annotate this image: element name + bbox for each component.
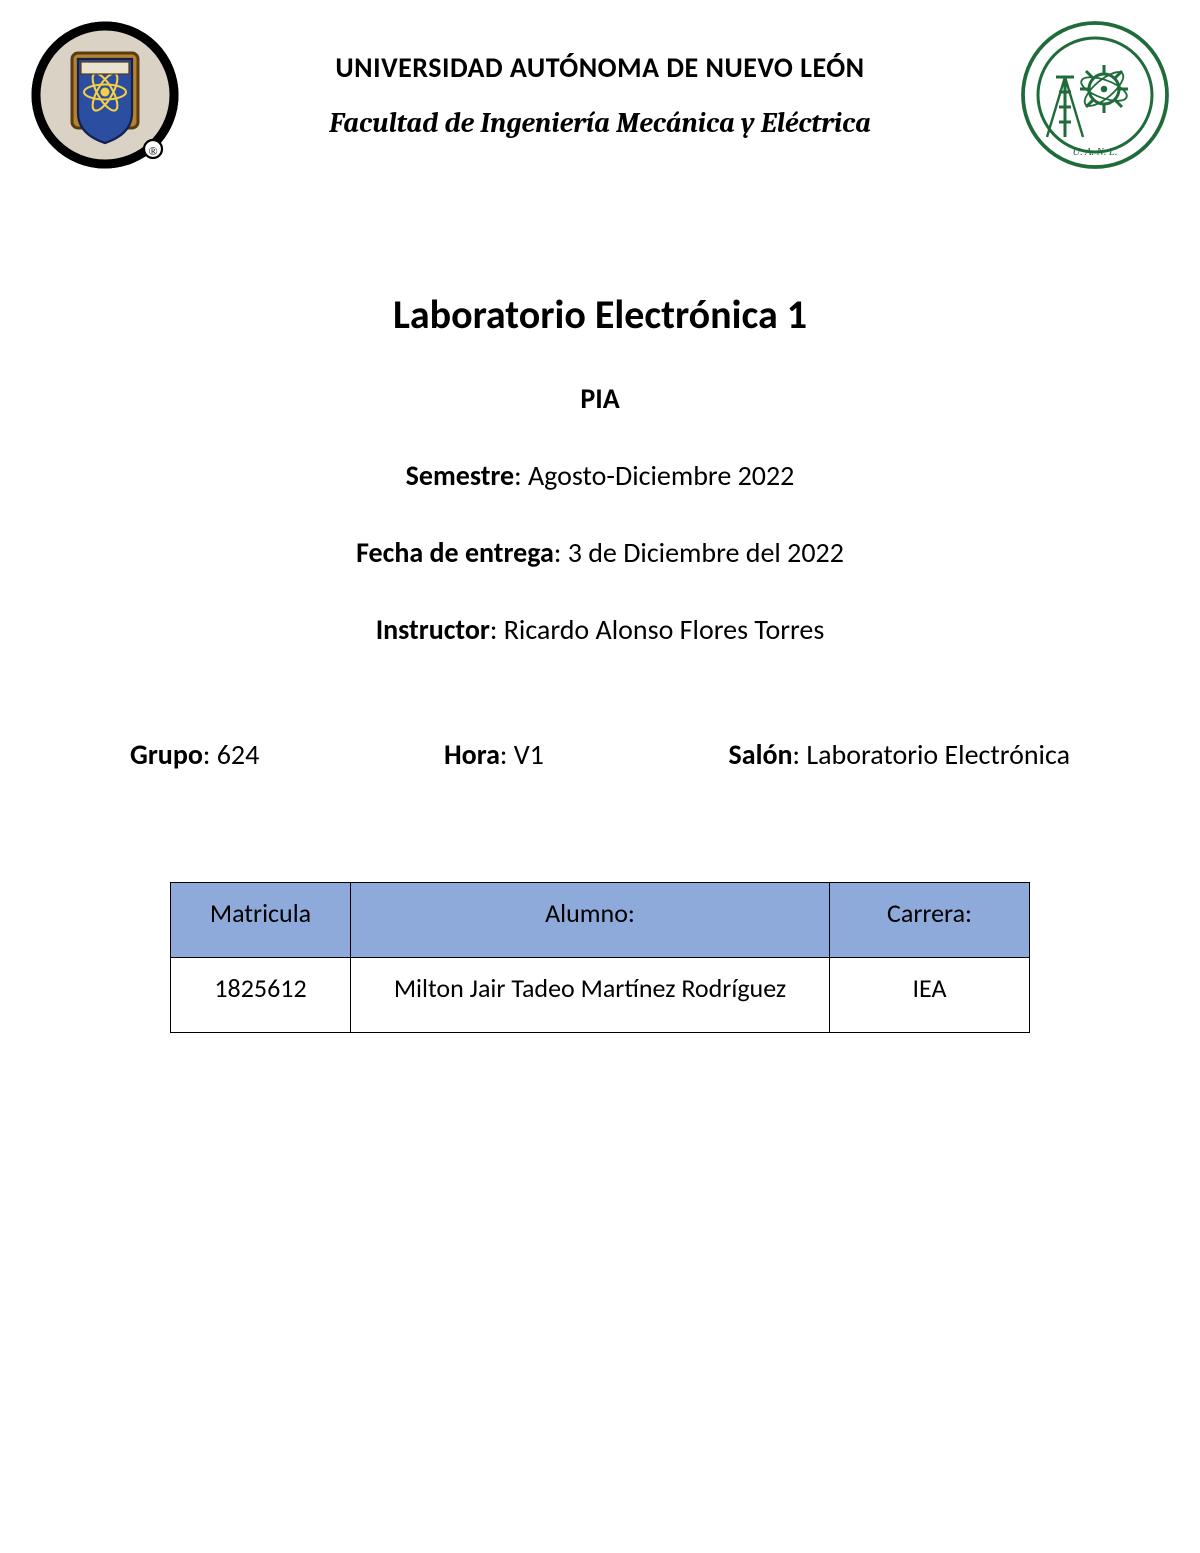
table-row: 1825612 Milton Jair Tadeo Martínez Rodrí… bbox=[171, 958, 1030, 1033]
uanl-crest-icon: ® bbox=[30, 20, 180, 170]
header-text-block: UNIVERSIDAD AUTÓNOMA DE NUEVO LEÓN Facul… bbox=[180, 20, 1020, 139]
grupo-label: Grupo bbox=[130, 737, 203, 772]
semestre-label: Semestre bbox=[406, 458, 515, 493]
course-title: Laboratorio Electrónica 1 bbox=[120, 290, 1080, 339]
fecha-line: Fecha de entrega: 3 de Diciembre del 202… bbox=[120, 535, 1080, 570]
hora-label: Hora bbox=[444, 737, 500, 772]
course-subtitle: PIA bbox=[120, 381, 1080, 416]
fecha-value: : 3 de Diciembre del 2022 bbox=[554, 535, 844, 570]
cell-alumno: Milton Jair Tadeo Martínez Rodríguez bbox=[351, 958, 830, 1033]
semestre-line: Semestre: Agosto-Diciembre 2022 bbox=[120, 458, 1080, 493]
salon-field: Salón: Laboratorio Electrónica bbox=[729, 737, 1070, 772]
col-carrera: Carrera: bbox=[830, 883, 1030, 958]
table-header-row: Matricula Alumno: Carrera: bbox=[171, 883, 1030, 958]
hora-field: Hora: V1 bbox=[444, 737, 544, 772]
grupo-field: Grupo: 624 bbox=[130, 737, 259, 772]
grupo-value: : 624 bbox=[203, 737, 259, 772]
cell-matricula: 1825612 bbox=[171, 958, 351, 1033]
university-name: UNIVERSIDAD AUTÓNOMA DE NUEVO LEÓN bbox=[180, 50, 1020, 85]
instructor-line: Instructor: Ricardo Alonso Flores Torres bbox=[120, 612, 1080, 647]
meta-row: Grupo: 624 Hora: V1 Salón: Laboratorio E… bbox=[120, 737, 1080, 772]
svg-text:®: ® bbox=[148, 144, 157, 158]
hora-value: : V1 bbox=[500, 737, 544, 772]
col-matricula: Matricula bbox=[171, 883, 351, 958]
svg-text:U. A. N. L.: U. A. N. L. bbox=[1072, 147, 1117, 158]
salon-value: : Laboratorio Electrónica bbox=[793, 737, 1070, 772]
col-alumno: Alumno: bbox=[351, 883, 830, 958]
fime-logo-icon: U. A. N. L. bbox=[1020, 20, 1170, 170]
semestre-value: : Agosto-Diciembre 2022 bbox=[514, 458, 794, 493]
instructor-label: Instructor bbox=[376, 612, 490, 647]
salon-label: Salón bbox=[729, 737, 793, 772]
instructor-value: : Ricardo Alonso Flores Torres bbox=[490, 612, 824, 647]
faculty-name: Facultad de Ingeniería Mecánica y Eléctr… bbox=[180, 107, 1020, 139]
cell-carrera: IEA bbox=[830, 958, 1030, 1033]
fecha-label: Fecha de entrega bbox=[356, 535, 554, 570]
header-row: ® UNIVERSIDAD AUTÓNOMA DE NUEVO LEÓN Fac… bbox=[30, 20, 1170, 170]
student-table: Matricula Alumno: Carrera: 1825612 Milto… bbox=[170, 882, 1030, 1033]
